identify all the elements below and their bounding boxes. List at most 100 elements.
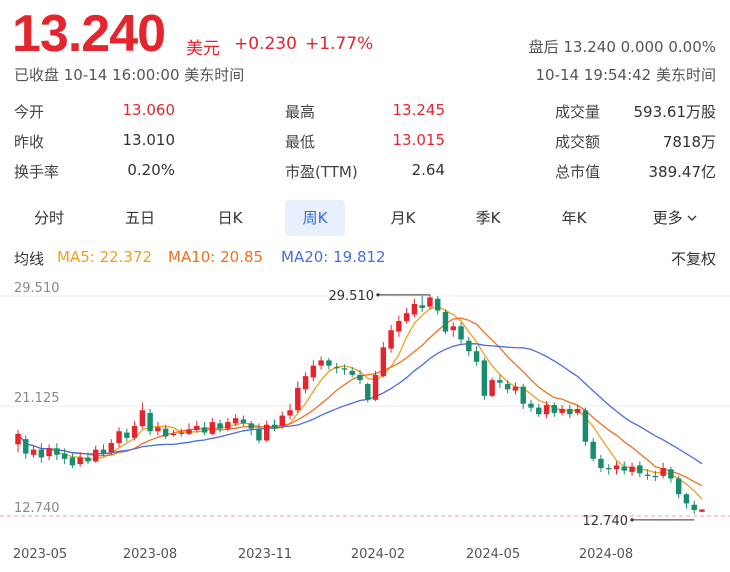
- candle-body: [481, 360, 488, 396]
- ma20-value: MA20: 19.812: [281, 248, 386, 266]
- candle-body: [15, 433, 21, 445]
- candle: [613, 461, 620, 475]
- candle: [590, 437, 596, 462]
- tab-daily-k[interactable]: 日K: [217, 209, 243, 227]
- candle: [240, 415, 247, 427]
- candle: [543, 401, 550, 419]
- tab-intraday[interactable]: 分时: [33, 209, 64, 227]
- candle-body: [170, 433, 177, 436]
- candle: [489, 377, 495, 398]
- candle: [388, 324, 394, 353]
- candle-body: [209, 422, 216, 434]
- ma5-value: MA5: 22.372: [57, 248, 153, 266]
- tab-five-day[interactable]: 五日: [124, 209, 155, 227]
- candle: [683, 492, 690, 509]
- candle-body: [46, 448, 52, 457]
- candle-body: [450, 326, 456, 331]
- candle: [380, 342, 387, 378]
- candle-body: [131, 426, 138, 438]
- candle-body: [139, 410, 146, 427]
- stat-label-low: 最低: [285, 133, 316, 151]
- candle-body: [683, 494, 690, 504]
- stat-value-prev-close: 13.010: [122, 131, 176, 149]
- candle-body: [660, 467, 666, 476]
- candle: [403, 307, 410, 324]
- tab-more[interactable]: 更多: [640, 200, 710, 236]
- candle-body: [442, 311, 449, 332]
- candle: [466, 336, 472, 357]
- candle-body: [23, 439, 29, 454]
- candle: [287, 403, 293, 420]
- stat-label-high: 最高: [285, 103, 316, 121]
- stat-label-volume: 成交量: [555, 103, 601, 121]
- stat-label-prev-close: 昨收: [14, 133, 45, 151]
- tab-more-label: 更多: [652, 209, 683, 227]
- candle-body: [675, 478, 682, 495]
- candle: [652, 470, 659, 482]
- stat-value-volume: 593.61万股: [633, 103, 717, 121]
- candle-body: [504, 384, 511, 390]
- kline-chart[interactable]: 29.510 12.740 29.510 21.125 12.740 2023-05 20…: [0, 272, 730, 572]
- candle: [248, 420, 254, 436]
- candle-body: [186, 429, 192, 434]
- candle: [365, 382, 371, 403]
- tab-quarterly-k[interactable]: 季K: [475, 209, 501, 227]
- candle: [473, 345, 480, 366]
- stat-label-open: 今开: [14, 103, 45, 121]
- candle-body: [652, 475, 659, 478]
- annotations: 29.510 12.740: [329, 289, 695, 529]
- candle: [69, 453, 76, 468]
- chevron-down-icon: [687, 215, 697, 221]
- candle: [232, 414, 239, 427]
- candle: [225, 418, 231, 432]
- candle-body: [155, 427, 161, 432]
- candle: [520, 384, 526, 409]
- candle-body: [302, 376, 309, 390]
- candle-body: [30, 449, 37, 455]
- candle-body: [613, 465, 620, 470]
- candle: [419, 296, 425, 312]
- candle: [38, 443, 45, 463]
- stat-value-open: 13.060: [122, 101, 176, 119]
- candle-body: [69, 457, 76, 466]
- candle: [536, 403, 542, 417]
- candle-body: [536, 407, 542, 415]
- price-change: +0.230: [234, 34, 297, 54]
- candle-body: [419, 305, 425, 308]
- stat-value-turnover: 7818万: [662, 133, 716, 151]
- candle: [411, 298, 418, 318]
- candle: [567, 405, 573, 419]
- tab-yearly-k[interactable]: 年K: [561, 209, 587, 227]
- candle: [186, 423, 192, 436]
- candle-body: [582, 410, 589, 442]
- candle-body: [349, 370, 355, 375]
- candle: [629, 462, 635, 476]
- candle: [512, 382, 519, 395]
- last-price: 13.240: [12, 5, 166, 63]
- candle: [504, 380, 511, 394]
- candle-body: [100, 449, 107, 454]
- candle: [551, 402, 558, 417]
- candle-body: [248, 423, 254, 429]
- candle-body: [232, 418, 239, 424]
- candle-body: [287, 410, 293, 416]
- candle: [435, 296, 441, 315]
- candle: [61, 448, 68, 465]
- tab-monthly-k[interactable]: 月K: [390, 209, 416, 227]
- candle: [699, 509, 705, 513]
- candle: [318, 356, 324, 370]
- candle-body: [256, 428, 262, 441]
- stat-value-high: 13.245: [392, 101, 446, 119]
- tab-weekly-k[interactable]: 周K: [285, 200, 345, 236]
- candle-body: [178, 432, 184, 434]
- adjust-toggle[interactable]: 不复权: [670, 250, 716, 268]
- candle-body: [372, 374, 379, 400]
- candle: [582, 407, 589, 446]
- ma5-line: [17, 305, 703, 500]
- candle-body: [388, 330, 394, 349]
- candle-body: [606, 467, 612, 470]
- candle-body: [691, 504, 697, 510]
- candle-body: [264, 424, 270, 441]
- candle: [302, 372, 309, 394]
- x-tick-label: 2024-02: [351, 547, 405, 562]
